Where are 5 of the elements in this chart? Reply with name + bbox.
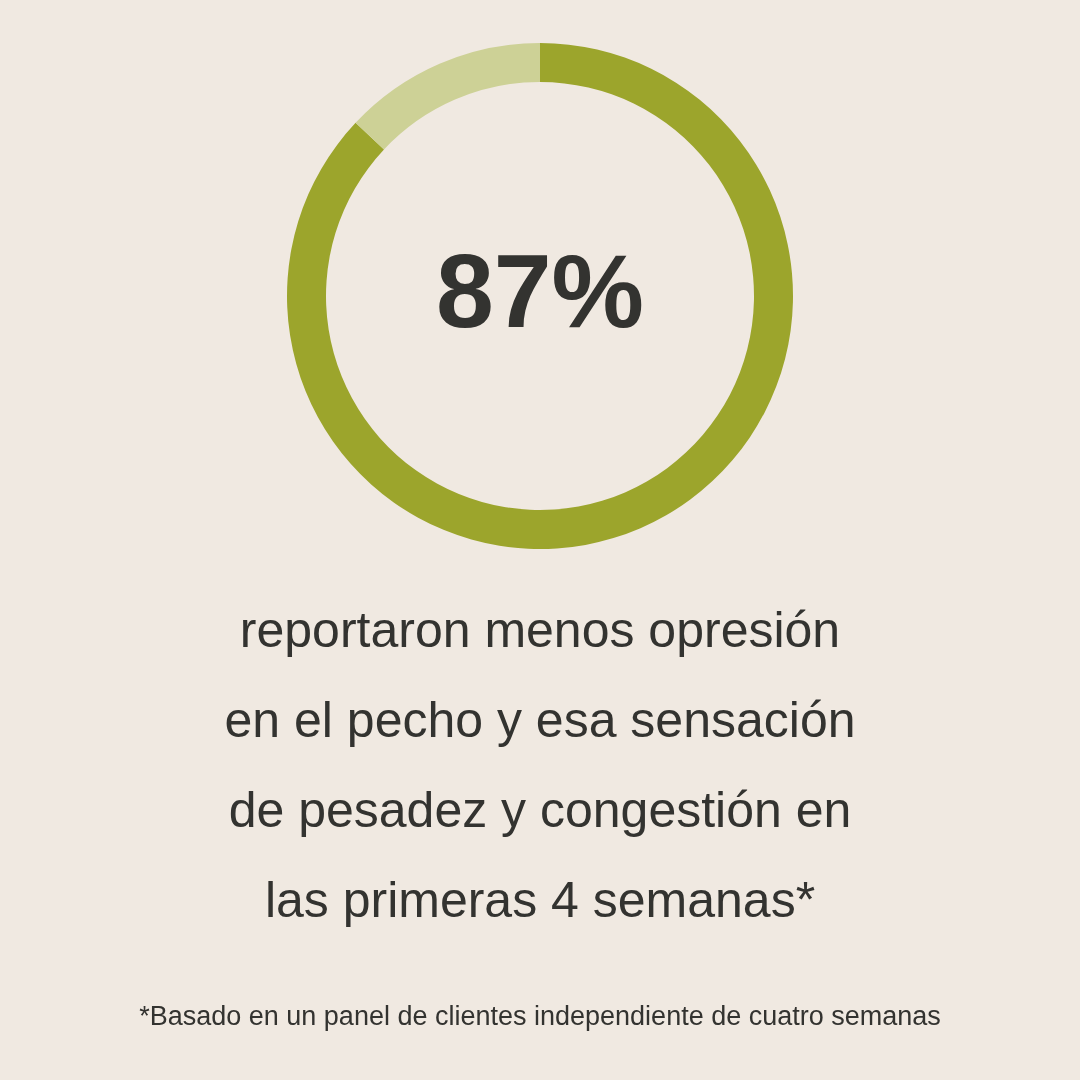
donut-slice bbox=[287, 43, 793, 549]
text: *Basado en un panel de clientes independiente de cuatro semanas bbox=[139, 1001, 941, 1031]
data-label: 87% bbox=[435, 233, 645, 349]
text: reportaron menos opresión en el pecho y esa sensación de pesadez y congestión en las primeras 4 semanas* bbox=[224, 602, 856, 928]
donut-slice bbox=[355, 43, 540, 150]
